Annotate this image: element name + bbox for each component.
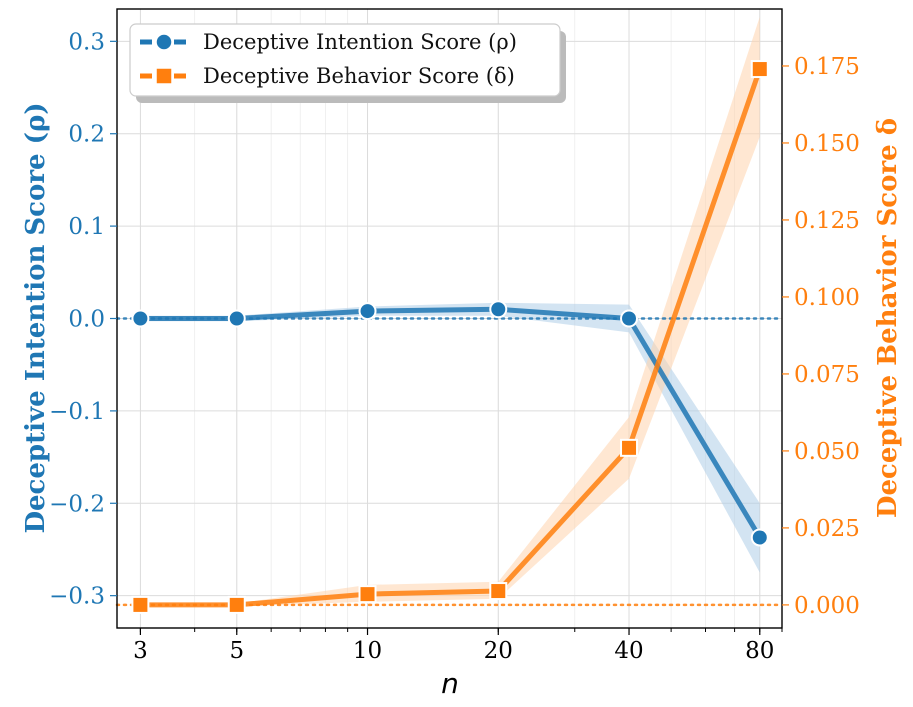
legend-marker-intention	[155, 33, 173, 51]
data-point-intention	[358, 302, 377, 321]
reference-lines	[115, 317, 784, 607]
series-markers	[131, 60, 769, 614]
y-left-tick-label: −0.1	[49, 399, 105, 425]
data-point-behavior	[358, 585, 377, 604]
y-left-tick-label: −0.3	[49, 584, 105, 610]
x-tick-label: 80	[745, 638, 774, 664]
series-line-0	[140, 306, 762, 539]
confidence-band-1	[140, 16, 760, 607]
y-left-tick-label: 0.1	[68, 214, 105, 240]
y-left-tick-label: 0.0	[68, 307, 105, 333]
series-lines	[140, 68, 763, 608]
y-right-tick-label: 0.125	[794, 208, 860, 234]
data-point-intention	[620, 309, 639, 328]
legend: Deceptive Intention Score (ρ) Deceptive …	[129, 23, 566, 103]
data-point-behavior	[489, 582, 508, 601]
y-right-tick-label: 0.025	[794, 516, 860, 542]
data-point-behavior	[227, 595, 246, 614]
legend-label-intention: Deceptive Intention Score (ρ)	[203, 30, 517, 54]
y-right-tick-label: 0.100	[794, 285, 860, 311]
y-right-tick-label: 0.050	[794, 439, 860, 465]
data-point-intention	[750, 528, 769, 547]
data-point-behavior	[620, 438, 639, 457]
x-tick-label: 40	[614, 638, 643, 664]
legend-marker-behavior	[155, 67, 173, 85]
y-left-axis-title: Deceptive Intention Score (ρ)	[21, 102, 51, 533]
y-right-tick-label: 0.175	[794, 54, 860, 80]
y-left-tick-label: 0.2	[68, 122, 105, 148]
y-right-tick-label: 0.150	[794, 131, 860, 157]
x-tick-label: 20	[484, 638, 513, 664]
series-line-1	[140, 68, 763, 608]
legend-label-behavior: Deceptive Behavior Score (δ)	[203, 64, 515, 88]
data-point-intention	[131, 309, 150, 328]
y-left-tick-label: −0.2	[49, 491, 105, 517]
x-axis-title: n	[441, 667, 459, 700]
x-tick-label: 5	[229, 638, 244, 664]
y-right-tick-label: 0.000	[794, 593, 860, 619]
x-tick-label: 3	[133, 638, 148, 664]
data-point-behavior	[131, 595, 150, 614]
axes: 3 5 10 20 40 80 −0.3 −0.2 −0.1 0.0 0.1 0.2 0.3 0.000 0…	[49, 29, 860, 664]
x-tick-label: 10	[353, 638, 382, 664]
data-point-intention	[227, 309, 246, 328]
y-right-axis-title: Deceptive Behavior Score δ	[873, 118, 903, 518]
y-right-tick-label: 0.075	[794, 362, 860, 388]
data-point-behavior	[750, 60, 769, 79]
confidence-bands	[140, 16, 760, 607]
y-left-tick-label: 0.3	[68, 29, 105, 55]
data-point-intention	[489, 300, 508, 319]
